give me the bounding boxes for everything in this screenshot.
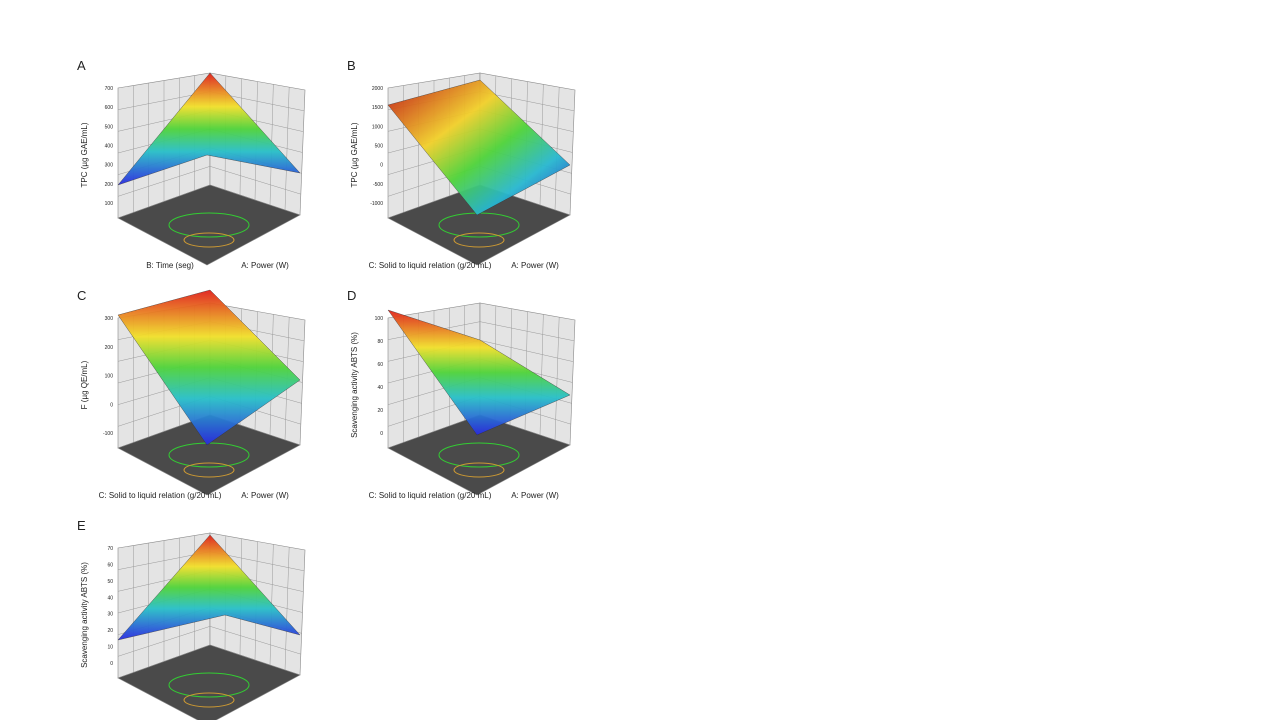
z-axis-label: F (µg QE/mL) [80,360,89,409]
contour [183,232,235,248]
y-axis-label: C: Solid to liquid relation (g/20 mL) [99,491,222,500]
z-tick-label: 80 [377,339,383,345]
z-tick-label: -100 [103,431,113,437]
wall-grid [554,87,560,211]
floor [117,184,301,266]
z-tick-label: 20 [107,628,113,634]
z-tick-label: 30 [107,612,113,618]
x-axis-label: A: Power (W) [241,491,289,500]
panel: C F (µg QE/mL) 300 200 100 0 -100 C: Solid to l… [77,288,306,500]
panel: D Scavenging activity ABTS (%) 100 80 60 40 20… [347,288,576,500]
z-tick-label: 10 [107,645,113,651]
z-tick-label: 300 [105,316,114,322]
z-axis-label: Scavenging activity ABTS (%) [350,332,359,438]
panel-label: B [347,58,356,73]
z-tick-label: 400 [105,144,114,150]
wall-grid [554,317,560,441]
response-surface [387,79,571,216]
z-tick-label: 50 [107,579,113,585]
panel-label: E [77,518,86,533]
contour [453,462,505,478]
z-axis-label: Scavenging activity ABTS (%) [80,562,89,668]
z-tick-label: 700 [105,86,114,92]
z-tick-label: 0 [110,402,113,408]
panel-label: A [77,58,86,73]
z-tick-label: 70 [107,546,113,552]
z-tick-label: 0 [380,431,383,437]
y-axis-label: C: Solid to liquid relation (g/20 mL) [369,261,492,270]
panel-label: D [347,288,356,303]
z-axis-label: TPC (µg GAE/mL) [80,122,89,187]
z-tick-label: 1500 [372,105,383,111]
z-tick-label: 1000 [372,124,383,130]
floor [117,414,301,496]
floor [117,644,301,720]
x-axis-label: A: Power (W) [511,261,559,270]
floor [387,184,571,266]
z-tick-label: -500 [373,182,383,188]
z-tick-label: 40 [377,385,383,391]
contour [453,232,505,248]
panel: B TPC (µg GAE/mL) 2000 1500 1000 500 0 -500 -100… [347,58,576,270]
z-tick-label: 20 [377,408,383,414]
x-axis-label: A: Power (W) [241,261,289,270]
response-surface [117,534,301,641]
contour [183,692,235,708]
z-tick-label: 40 [107,595,113,601]
response-surface [117,72,301,186]
z-axis-label: TPC (µg GAE/mL) [350,122,359,187]
response-surface [117,289,301,446]
z-tick-label: 60 [107,562,113,568]
contour [438,442,520,468]
wall-grid [284,87,290,211]
contour [168,212,250,238]
response-surface [387,309,571,436]
panel: A TPC (µg GAE/mL) 700 600 500 400 300 200 100 B: … [77,58,306,270]
y-axis-label: C: Solid to liquid relation (g/20 mL) [369,491,492,500]
wall-grid [284,547,290,671]
panel-label: C [77,288,86,303]
panel: E Scavenging activity ABTS (%) 70 60 50 40 30 2… [77,518,306,720]
x-axis-label: A: Power (W) [511,491,559,500]
z-tick-label: 60 [377,362,383,368]
z-tick-label: 200 [105,345,114,351]
z-tick-label: -1000 [370,201,383,207]
floor [387,414,571,496]
contour [168,672,250,698]
z-tick-label: 100 [105,374,114,380]
z-tick-label: 100 [375,316,384,322]
z-tick-label: 2000 [372,86,383,92]
z-tick-label: 600 [105,105,114,111]
y-axis-label: B: Time (seg) [146,261,194,270]
z-tick-label: 500 [375,144,384,150]
z-tick-label: 500 [105,124,114,130]
contour [183,462,235,478]
z-tick-label: 100 [105,201,114,207]
z-tick-label: 200 [105,182,114,188]
z-tick-label: 300 [105,163,114,169]
z-tick-label: 0 [110,661,113,667]
z-tick-label: 0 [380,163,383,169]
